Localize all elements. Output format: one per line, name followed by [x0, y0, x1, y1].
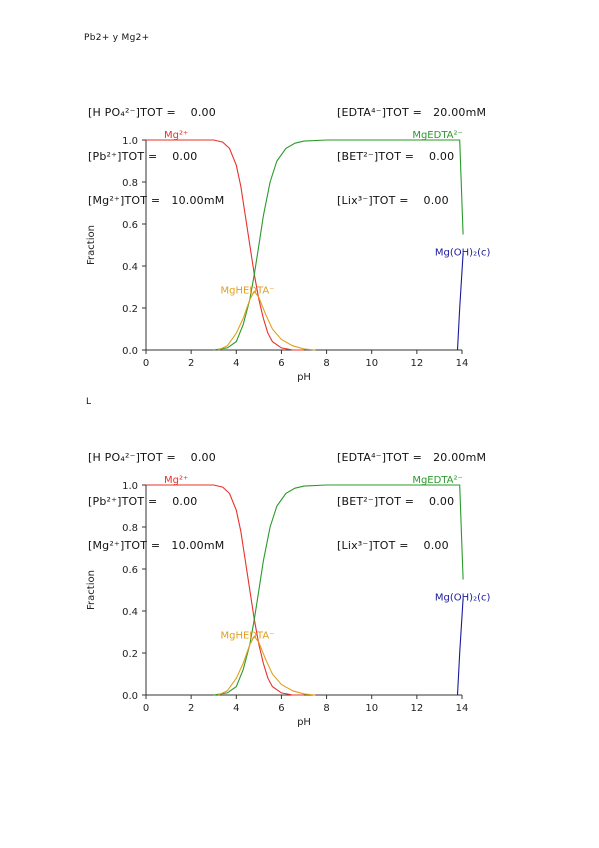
y-tick-label: 0.6: [122, 565, 138, 576]
x-tick-label: 4: [233, 703, 239, 714]
x-tick-label: 14: [456, 358, 469, 369]
series-label-mgedta2-: MgEDTA²⁻: [412, 475, 462, 486]
x-tick-label: 2: [188, 703, 194, 714]
x-tick-label: 14: [456, 703, 469, 714]
conc-left-row: [H PO₄²⁻]TOT = 0.00: [88, 451, 216, 464]
series-label-mg2-: Mg²⁺: [164, 130, 188, 141]
series-line-mg-oh-2-c-: [456, 253, 464, 351]
x-tick-label: 12: [410, 703, 423, 714]
x-axis-label: pH: [297, 717, 311, 728]
x-tick-label: 10: [365, 703, 378, 714]
y-tick-label: 0.4: [122, 262, 138, 273]
x-tick-label: 8: [323, 358, 329, 369]
fraction-chart-2: 0 2 4 6 8 10 12 14 0.0 0.2 0.4 0.6 0.8 1.0 pH Fraction M…: [86, 475, 491, 728]
series-label-mgedta2-: MgEDTA²⁻: [412, 130, 462, 141]
x-tick-label: 0: [143, 703, 149, 714]
x-tick-label: 6: [278, 703, 284, 714]
series-line-mghedta-: [217, 290, 316, 351]
conc-right-row: [EDTA⁴⁻]TOT = 20.00mM: [337, 106, 487, 119]
x-axis-label: pH: [297, 372, 311, 383]
section-label: L: [86, 397, 92, 407]
fraction-chart-1: 0 2 4 6 8 10 12 14 0.0 0.2 0.4 0.6 0.8 1.0 pH Fraction M…: [86, 130, 491, 383]
conc-right-2: [EDTA⁴⁻]TOT = 20.00mM [BET²⁻]TOT = 0.00 …: [337, 420, 486, 582]
diagram-panel-1: [H PO₄²⁻]TOT = 0.00 [Pb²⁺]TOT = 0.00 [Mg…: [0, 75, 599, 395]
conc-left-row: [Pb²⁺]TOT = 0.00: [88, 495, 198, 508]
conc-left-1: [H PO₄²⁻]TOT = 0.00 [Pb²⁺]TOT = 0.00 [Mg…: [88, 75, 224, 237]
conc-left-row: [Mg²⁺]TOT = 10.00mM: [88, 194, 225, 207]
series-line-mgedta2-: [213, 139, 464, 351]
conc-right-row: [BET²⁻]TOT = 0.00: [337, 495, 455, 508]
series-line-mg2-: [146, 139, 304, 351]
y-tick-label: 0.8: [122, 523, 138, 534]
y-axis-label: Fraction: [86, 570, 97, 610]
series-label-mg-oh-2-c-: Mg(OH)₂(c): [435, 593, 491, 604]
conc-right-row: [EDTA⁴⁻]TOT = 20.00mM: [337, 451, 487, 464]
conc-left-row: [Mg²⁺]TOT = 10.00mM: [88, 539, 225, 552]
conc-left-row: [H PO₄²⁻]TOT = 0.00: [88, 106, 216, 119]
x-tick-label: 12: [410, 358, 423, 369]
series-line-mg-oh-2-c-: [456, 598, 464, 696]
y-tick-label: 0.0: [122, 346, 138, 357]
x-tick-label: 4: [233, 358, 239, 369]
y-tick-label: 0.2: [122, 304, 138, 315]
x-tick-label: 0: [143, 358, 149, 369]
x-tick-label: 6: [278, 358, 284, 369]
x-tick-label: 10: [365, 358, 378, 369]
series-label-mg-oh-2-c-: Mg(OH)₂(c): [435, 248, 491, 259]
series-label-mghedta-: MgHEDTA⁻: [220, 630, 274, 641]
series-line-mgedta2-: [213, 484, 464, 696]
y-tick-label: 1.0: [122, 136, 138, 147]
conc-left-2: [H PO₄²⁻]TOT = 0.00 [Pb²⁺]TOT = 0.00 [Mg…: [88, 420, 224, 582]
y-tick-label: 0.4: [122, 607, 138, 618]
y-tick-label: 1.0: [122, 481, 138, 492]
series-line-mghedta-: [217, 635, 316, 696]
x-tick-label: 2: [188, 358, 194, 369]
series-label-mg2-: Mg²⁺: [164, 475, 188, 486]
diagram-panel-2: [H PO₄²⁻]TOT = 0.00 [Pb²⁺]TOT = 0.00 [Mg…: [0, 420, 599, 740]
conc-right-1: [EDTA⁴⁻]TOT = 20.00mM [BET²⁻]TOT = 0.00 …: [337, 75, 486, 237]
series-label-mghedta-: MgHEDTA⁻: [220, 285, 274, 296]
conc-right-row: [BET²⁻]TOT = 0.00: [337, 150, 455, 163]
y-axis-label: Fraction: [86, 225, 97, 265]
y-tick-label: 0.2: [122, 649, 138, 660]
conc-left-row: [Pb²⁺]TOT = 0.00: [88, 150, 198, 163]
conc-right-row: [Lix³⁻]TOT = 0.00: [337, 194, 449, 207]
page-title: Pb2+ y Mg2+: [84, 33, 150, 43]
y-tick-label: 0.8: [122, 178, 138, 189]
conc-right-row: [Lix³⁻]TOT = 0.00: [337, 539, 449, 552]
x-tick-label: 8: [323, 703, 329, 714]
y-tick-label: 0.0: [122, 691, 138, 702]
y-tick-label: 0.6: [122, 220, 138, 231]
series-line-mg2-: [146, 484, 304, 696]
